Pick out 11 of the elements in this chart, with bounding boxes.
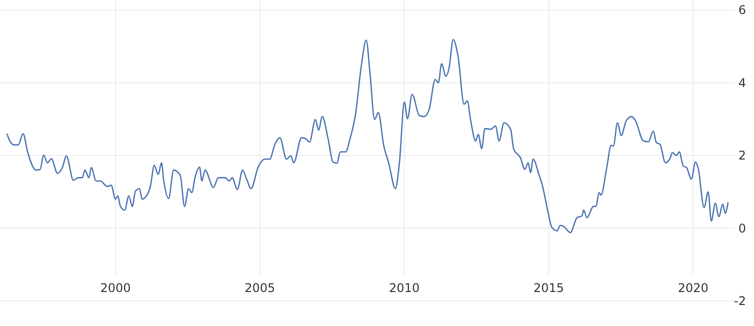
x-tick-label: 2010 bbox=[389, 281, 420, 295]
y-tick-label: 2 bbox=[738, 148, 746, 162]
x-tick-label: 2020 bbox=[678, 281, 708, 295]
y-tick-label: -2 bbox=[734, 294, 746, 308]
x-tick-label: 2015 bbox=[533, 281, 564, 295]
y-tick-label: 6 bbox=[738, 3, 746, 17]
x-tick-label: 2005 bbox=[244, 281, 276, 295]
y-tick-label: 4 bbox=[738, 76, 746, 90]
line-series bbox=[6, 38, 729, 234]
y-tick-label: 0 bbox=[738, 221, 746, 236]
x-tick-label: 2000 bbox=[100, 281, 131, 295]
